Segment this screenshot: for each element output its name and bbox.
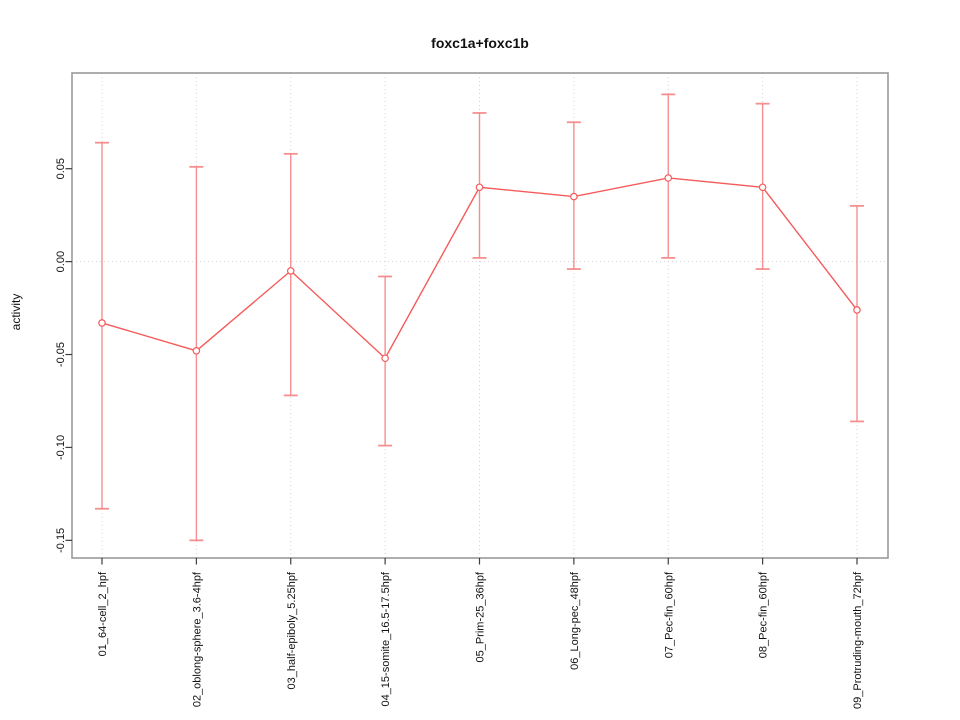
y-tick-label: 0.05 [55,158,67,179]
x-category-label: 01_64-cell_2_hpf [97,571,109,656]
y-tick-label: -0.05 [55,342,67,367]
x-category-label: 07_Pec-fin_60hpf [663,571,675,658]
y-tick-label: -0.10 [55,435,67,460]
x-category-label: 05_Prim-25_36hpf [475,571,487,662]
x-category-label: 09_Protruding-mouth_72hpf [852,571,864,709]
data-series-layer [98,174,861,363]
data-point-marker [758,183,767,192]
data-point-marker [475,183,484,192]
axes-layer: -0.15 -0.10 -0.05 0.00 0.05 01_64-cell_2_hpf 0… [55,72,889,709]
data-point-marker [664,174,673,182]
x-category-label: 04_15-somite_16.5-17.5hpf [380,571,392,706]
data-point-marker [192,347,201,355]
x-category-label: 06_Long-pec_48hpf [569,571,581,670]
x-category-label: 03_half-epiboly_5.25hpf [286,571,298,689]
y-tick-label: 0.00 [55,251,67,272]
data-point-marker [853,306,861,314]
data-point-marker [286,267,295,275]
y-axis-label: activity [9,294,23,331]
y-tick-label: -0.15 [55,528,67,553]
data-point-marker [570,192,578,201]
x-category-label: 08_Pec-fin_60hpf [758,571,770,658]
data-point-marker [381,354,389,363]
chart-title: foxc1a+foxc1b [431,35,529,51]
data-point-marker [98,319,106,327]
x-category-label: 02_oblong-sphere_3.6-4hpf [191,571,203,707]
